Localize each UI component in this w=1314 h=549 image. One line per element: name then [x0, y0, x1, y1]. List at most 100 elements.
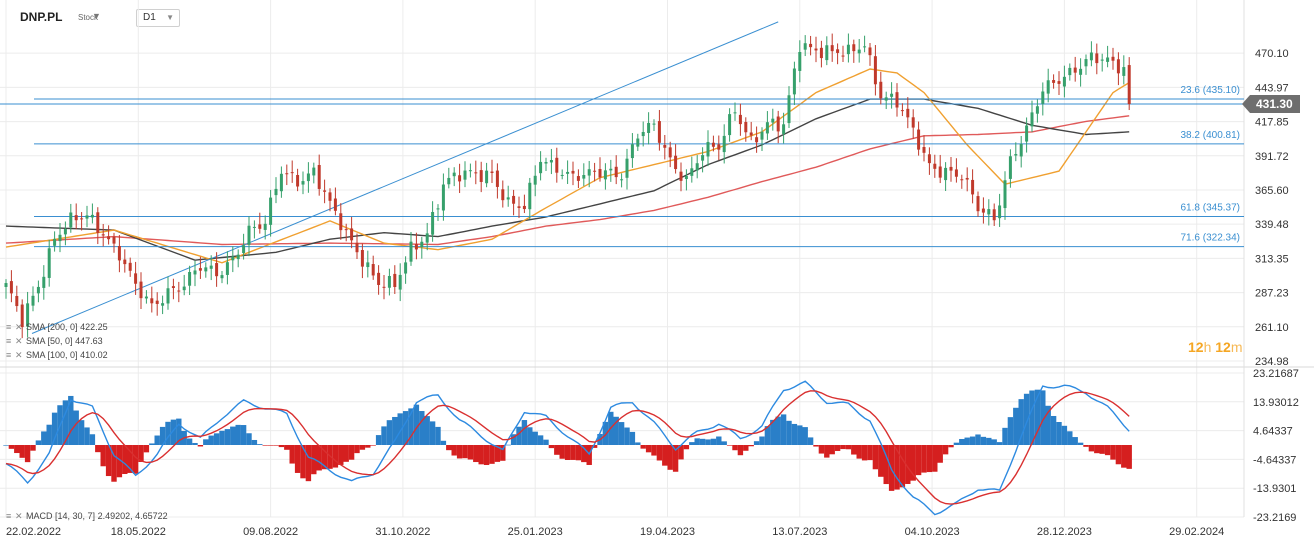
- macd-histogram-bar: [478, 444, 484, 465]
- macd-histogram-bar: [548, 444, 555, 449]
- candle-body: [825, 45, 829, 61]
- candle-body: [998, 205, 1002, 219]
- close-icon[interactable]: ✕: [15, 511, 23, 521]
- candle-body: [58, 234, 62, 242]
- macd-histogram-bar: [748, 444, 754, 447]
- close-icon[interactable]: ✕: [15, 350, 23, 360]
- menu-icon[interactable]: ≡: [6, 350, 12, 360]
- macd-histogram-bar: [710, 438, 717, 445]
- candle-body: [549, 160, 553, 163]
- macd-histogram-bar: [899, 444, 906, 488]
- candle-body: [441, 184, 445, 211]
- candle-body: [792, 68, 796, 95]
- indicator-legend-sma200: ≡ ✕ SMA [200, 0] 422.25: [6, 322, 108, 332]
- macd-histogram-bar: [1067, 431, 1073, 445]
- candle-body: [917, 129, 921, 150]
- macd-histogram-bar: [694, 438, 700, 445]
- sma50-line: [5, 68, 1130, 264]
- indicator-legend-sma50: ≡ ✕ SMA [50, 0] 447.63: [6, 336, 103, 346]
- candle-body: [377, 272, 381, 285]
- candle-body: [539, 161, 543, 174]
- candle-body: [220, 275, 224, 279]
- candle-body: [31, 295, 35, 306]
- candle-body: [231, 256, 235, 261]
- macd-histogram-bar: [905, 444, 911, 484]
- price-tick-label: 313.35: [1255, 253, 1289, 265]
- candle-body: [911, 117, 915, 128]
- macd-histogram-bar: [678, 444, 684, 460]
- macd-histogram-bar: [483, 444, 490, 466]
- candle-body: [949, 166, 953, 171]
- price-tick-label: 443.97: [1255, 82, 1289, 94]
- date-tick-label: 28.12.2023: [1037, 526, 1092, 538]
- macd-histogram-bar: [505, 444, 511, 446]
- macd-histogram-bar: [602, 421, 609, 445]
- macd-histogram-bar: [73, 410, 79, 445]
- macd-histogram-bar: [813, 444, 819, 447]
- chart-header: DNP.PL Stock ▼ D1 ▼: [0, 0, 1244, 30]
- macd-histogram-bar: [84, 427, 90, 445]
- candle-body: [155, 300, 159, 304]
- candle-body: [306, 173, 310, 182]
- candle-body: [215, 263, 219, 277]
- macd-histogram-bar: [689, 442, 695, 445]
- macd-histogram-bar: [910, 444, 916, 481]
- candle-body: [171, 286, 175, 288]
- candle-body: [209, 265, 213, 269]
- candle-body: [458, 175, 462, 182]
- macd-histogram-bar: [861, 444, 868, 461]
- candle-body: [782, 124, 786, 134]
- macd-histogram-bar: [1018, 399, 1024, 445]
- candle-body: [96, 212, 100, 233]
- candle-body: [927, 154, 931, 164]
- candle-body: [1100, 59, 1104, 61]
- candle-body: [987, 209, 991, 215]
- menu-icon[interactable]: ≡: [6, 336, 12, 346]
- macd-panel: [3, 380, 1132, 516]
- candle-body: [404, 262, 408, 274]
- macd-histogram-bar: [413, 404, 420, 445]
- candle-body: [679, 171, 683, 181]
- macd-histogram-bar: [591, 444, 598, 448]
- macd-histogram-bar: [894, 444, 900, 490]
- candle-body: [738, 114, 742, 125]
- menu-icon[interactable]: ≡: [6, 511, 12, 521]
- macd-histogram-bar: [251, 439, 258, 445]
- macd-histogram-bar: [424, 416, 430, 445]
- candle-body: [501, 189, 505, 201]
- macd-histogram-bar: [235, 424, 241, 445]
- candle-body: [398, 274, 402, 290]
- macd-histogram-bar: [370, 444, 376, 446]
- sma100-line: [5, 98, 1130, 261]
- candle-body: [1079, 68, 1083, 75]
- macd-histogram-bar: [402, 411, 409, 445]
- timeframe-select[interactable]: D1 ▼: [136, 9, 180, 27]
- macd-histogram-bar: [159, 426, 166, 445]
- candle-body: [566, 171, 570, 174]
- candle-body: [1106, 57, 1110, 62]
- macd-histogram-bar: [824, 444, 830, 458]
- macd-histogram-bar: [667, 444, 673, 470]
- close-icon[interactable]: ✕: [15, 336, 23, 346]
- close-icon[interactable]: ✕: [15, 322, 23, 332]
- macd-histogram-bar: [343, 444, 349, 462]
- candle-body: [117, 246, 121, 261]
- candle-body: [193, 270, 197, 275]
- symbol-label[interactable]: DNP.PL: [20, 10, 63, 24]
- macd-histogram-bar: [986, 437, 992, 445]
- candle-body: [560, 174, 564, 176]
- candle-body: [965, 177, 969, 180]
- macd-histogram-bar: [802, 427, 808, 445]
- macd-histogram-bar: [645, 444, 652, 453]
- macd-histogram-bar: [494, 444, 501, 462]
- candle-body: [960, 179, 964, 181]
- macd-histogram-bar: [797, 425, 803, 445]
- date-tick-label: 29.02.2024: [1169, 526, 1224, 538]
- menu-icon[interactable]: ≡: [6, 322, 12, 332]
- symbol-dropdown-icon[interactable]: ▼: [92, 11, 101, 21]
- date-tick-label: 04.10.2023: [905, 526, 960, 538]
- macd-histogram-bar: [937, 444, 943, 463]
- macd-histogram-bar: [1050, 415, 1057, 445]
- macd-histogram-bar: [991, 439, 997, 445]
